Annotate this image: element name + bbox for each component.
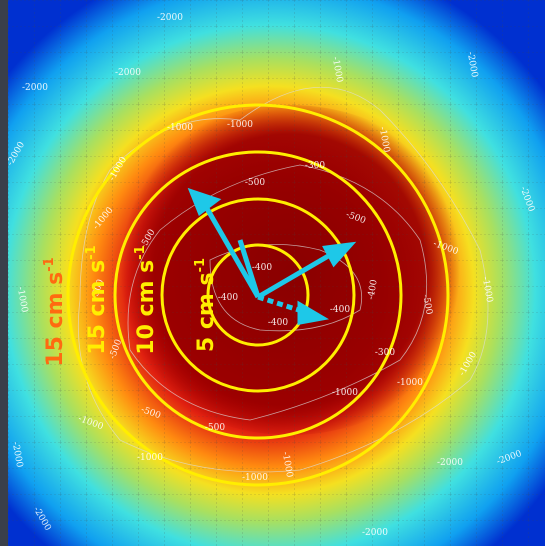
contour-label: -400 — [268, 318, 288, 328]
ring-label-sup: -1 — [42, 257, 57, 271]
contour-label: -400 — [218, 293, 238, 303]
contour-label: -400 — [252, 263, 272, 273]
contour-label: -2000 — [22, 83, 48, 93]
ring-label-sup: -1 — [84, 245, 99, 259]
ring-label-text: 10 cm s — [134, 260, 159, 355]
ring-label-sup: -1 — [133, 245, 148, 259]
contour-label: -300 — [305, 161, 325, 171]
contour-label: -1000 — [397, 378, 423, 388]
contour-label: -400 — [330, 305, 350, 315]
contour-label: -1000 — [227, 120, 253, 130]
contour-label: -1000 — [137, 453, 163, 463]
bathymetry-map: -2000 -2000 -2000 -2000 -1000 -1000 -1000 -1000… — [0, 0, 545, 546]
page: -2000 -2000 -2000 -2000 -1000 -1000 -1000 -1000… — [0, 0, 545, 546]
contour-label: -2000 — [437, 458, 463, 468]
contour-label: -2000 — [362, 528, 388, 538]
contour-label: -500 — [245, 178, 265, 188]
ring-label-text: 5 cm s — [194, 272, 219, 352]
contour-label: -1000 — [242, 473, 268, 483]
contour-label: -1000 — [332, 388, 358, 398]
ring-label-sup: -1 — [193, 258, 208, 272]
contour-label: -2000 — [115, 68, 141, 78]
contour-label: -300 — [375, 348, 395, 358]
ring-label-text: 15 cm s — [85, 260, 110, 355]
contour-label: -1000 — [167, 123, 193, 133]
ring-label: 10 cm s-1 — [133, 245, 159, 354]
contour-label: -500 — [205, 423, 225, 433]
ring-label-text: 15 cm s — [43, 272, 68, 367]
contour-label: -2000 — [157, 13, 183, 23]
ring-label: 15 cm s-1 — [84, 245, 110, 354]
ring-label: 15 cm s-1 — [42, 257, 68, 366]
